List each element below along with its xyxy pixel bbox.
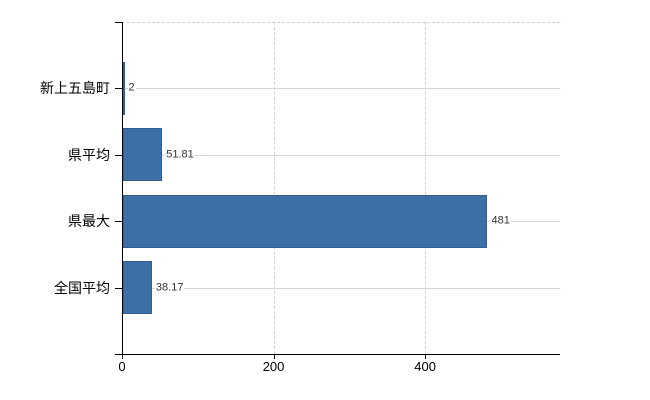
value-label: 51.81 [165, 148, 195, 162]
gridline-horizontal [122, 288, 560, 289]
category-label: 新上五島町 [40, 80, 110, 97]
category-label: 県最大 [68, 213, 110, 230]
y-axis-tick [115, 155, 122, 156]
y-axis-tick [115, 288, 122, 289]
category-label: 県平均 [68, 146, 110, 163]
gridline-vertical [273, 22, 275, 354]
x-axis-tick [425, 354, 427, 359]
x-tick-label: 400 [414, 359, 436, 374]
category-label: 全国平均 [54, 279, 110, 296]
y-axis-tick [115, 88, 122, 89]
bar [123, 261, 152, 314]
gridline-vertical [425, 22, 427, 354]
x-axis-tick [273, 354, 275, 359]
x-tick-label: 0 [118, 359, 126, 374]
value-label: 2 [127, 81, 136, 95]
gridline-horizontal [122, 88, 560, 89]
bar [123, 195, 488, 248]
bar [123, 128, 163, 181]
bar [123, 62, 125, 115]
y-axis-line [122, 22, 123, 355]
x-axis-tick [122, 354, 123, 359]
gridline-horizontal [122, 155, 560, 156]
value-label: 38.17 [154, 281, 185, 295]
plot-top-border [122, 22, 560, 23]
y-axis-tick [115, 22, 122, 23]
x-axis-line [115, 354, 560, 355]
x-tick-label: 200 [262, 359, 285, 374]
value-label: 481 [490, 214, 511, 228]
y-axis-tick [115, 221, 122, 222]
